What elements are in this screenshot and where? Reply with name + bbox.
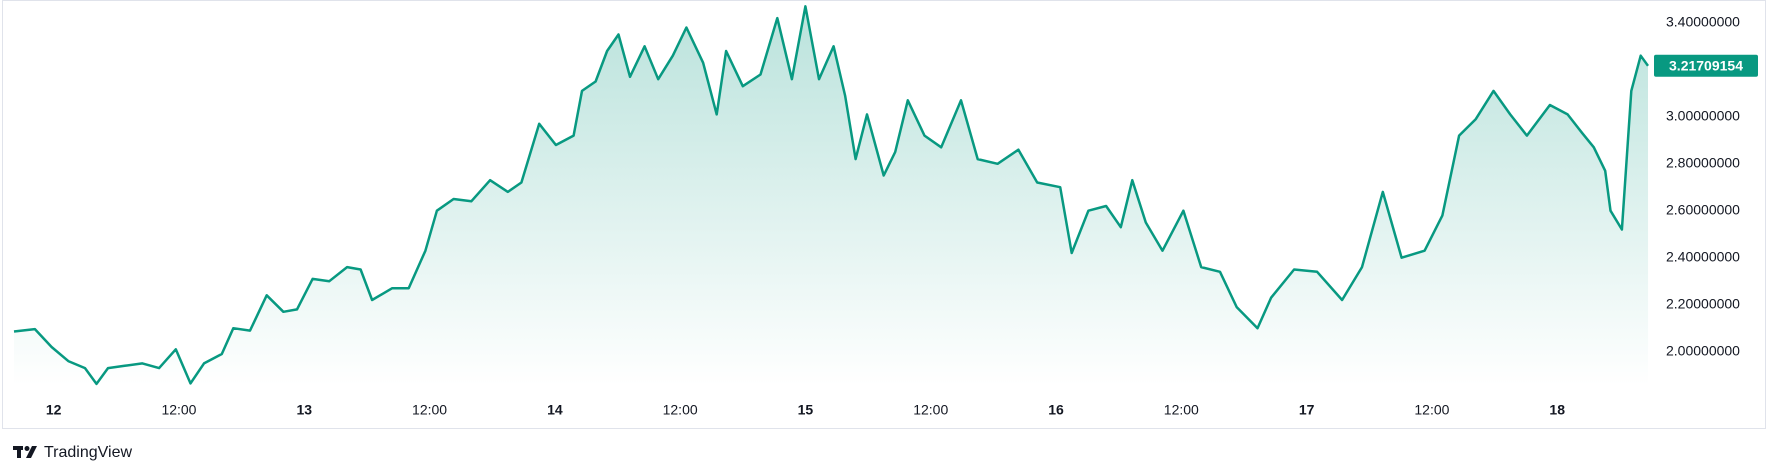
chart-frame <box>2 0 1766 429</box>
last-price-label: 3.21709154 <box>1669 57 1743 73</box>
y-tick-label: 2.40000000 <box>1666 248 1740 264</box>
x-tick-label: 17 <box>1299 402 1315 418</box>
y-tick-label: 2.60000000 <box>1666 201 1740 217</box>
y-tick-label: 2.80000000 <box>1666 154 1740 170</box>
y-tick-label: 2.20000000 <box>1666 295 1740 311</box>
price-line <box>13 5 1650 386</box>
x-tick-label: 12:00 <box>913 402 948 418</box>
x-tick-label: 14 <box>547 402 563 418</box>
x-tick-label: 18 <box>1549 402 1565 418</box>
x-tick-label: 12:00 <box>1414 402 1449 418</box>
x-tick-label: 12:00 <box>161 402 196 418</box>
attribution: TradingView <box>44 444 132 461</box>
y-tick-label: 2.00000000 <box>1666 342 1740 358</box>
x-tick-label: 12 <box>46 402 62 418</box>
x-tick-label: 12:00 <box>663 402 698 418</box>
y-tick-label: 3.00000000 <box>1666 107 1740 123</box>
logo-icon <box>13 446 37 458</box>
x-tick-label: 12:00 <box>1164 402 1199 418</box>
x-tick-label: 13 <box>296 402 312 418</box>
x-tick-label: 12:00 <box>412 402 447 418</box>
x-tick-label: 16 <box>1048 402 1064 418</box>
last-price-tag <box>1654 54 1758 77</box>
x-tick-label: 15 <box>798 402 814 418</box>
area-fill <box>14 6 1649 387</box>
y-tick-label: 3.40000000 <box>1666 13 1740 29</box>
